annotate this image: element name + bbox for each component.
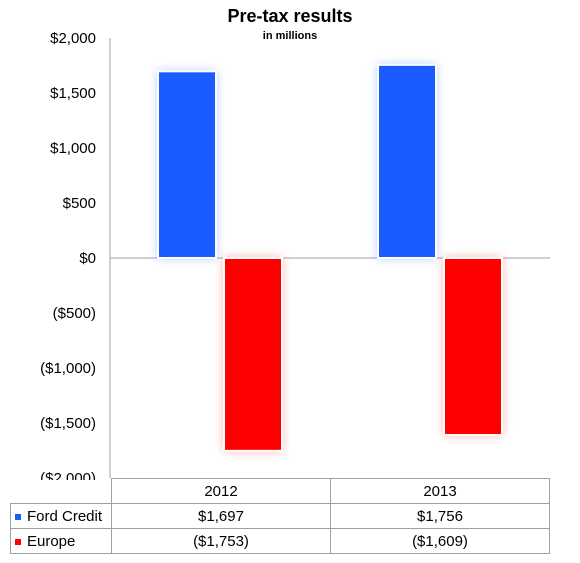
y-tick-label: ($500): [53, 305, 96, 322]
bar: [443, 257, 503, 436]
bar: [377, 63, 437, 259]
legend-entry: Europe: [10, 528, 112, 554]
y-tick-label: ($2,000): [40, 470, 96, 480]
data-label: ($1,753): [111, 528, 331, 554]
legend-key: [15, 538, 21, 545]
data-table-corner: [11, 479, 112, 504]
series-name: Ford Credit: [27, 507, 103, 525]
legend-key: [15, 513, 21, 520]
data-table-header-row: 2012 2013: [11, 478, 550, 504]
data-table-row: Europe ($1,753) ($1,609): [10, 528, 550, 554]
bar: [157, 70, 217, 259]
y-tick-label: $500: [63, 195, 96, 212]
data-table-row: Ford Credit $1,697 $1,756: [10, 503, 550, 529]
chart-title: Pre-tax results: [227, 6, 353, 26]
chart-subtitle: in millions: [262, 30, 318, 42]
series-name: Europe: [27, 532, 76, 550]
y-tick-label: ($1,000): [40, 360, 96, 377]
category-label: 2012: [111, 478, 331, 504]
bars-group: [157, 63, 503, 452]
data-table: 2012 2013 Ford Credit $1,697 $1,756 Euro…: [10, 478, 550, 554]
y-tick-label: $1,500: [50, 85, 96, 102]
y-tick-label: $0: [79, 250, 96, 267]
y-tick-label: $1,000: [50, 140, 96, 157]
data-label: $1,697: [111, 503, 331, 529]
legend-entry: Ford Credit: [10, 503, 112, 529]
bar-chart: $2,000 $1,500 $1,000 $500 $0 ($500) ($1,000) ($…: [40, 30, 550, 480]
y-tick-label: $2,000: [50, 30, 96, 47]
category-label: 2013: [330, 478, 550, 504]
data-label: ($1,609): [330, 528, 550, 554]
y-tick-label: ($1,500): [40, 415, 96, 432]
data-label: $1,756: [330, 503, 550, 529]
bar: [223, 257, 283, 452]
